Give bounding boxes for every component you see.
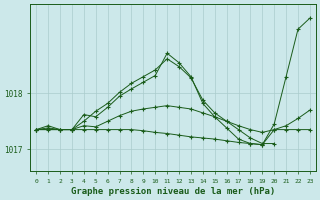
X-axis label: Graphe pression niveau de la mer (hPa): Graphe pression niveau de la mer (hPa)	[71, 187, 275, 196]
